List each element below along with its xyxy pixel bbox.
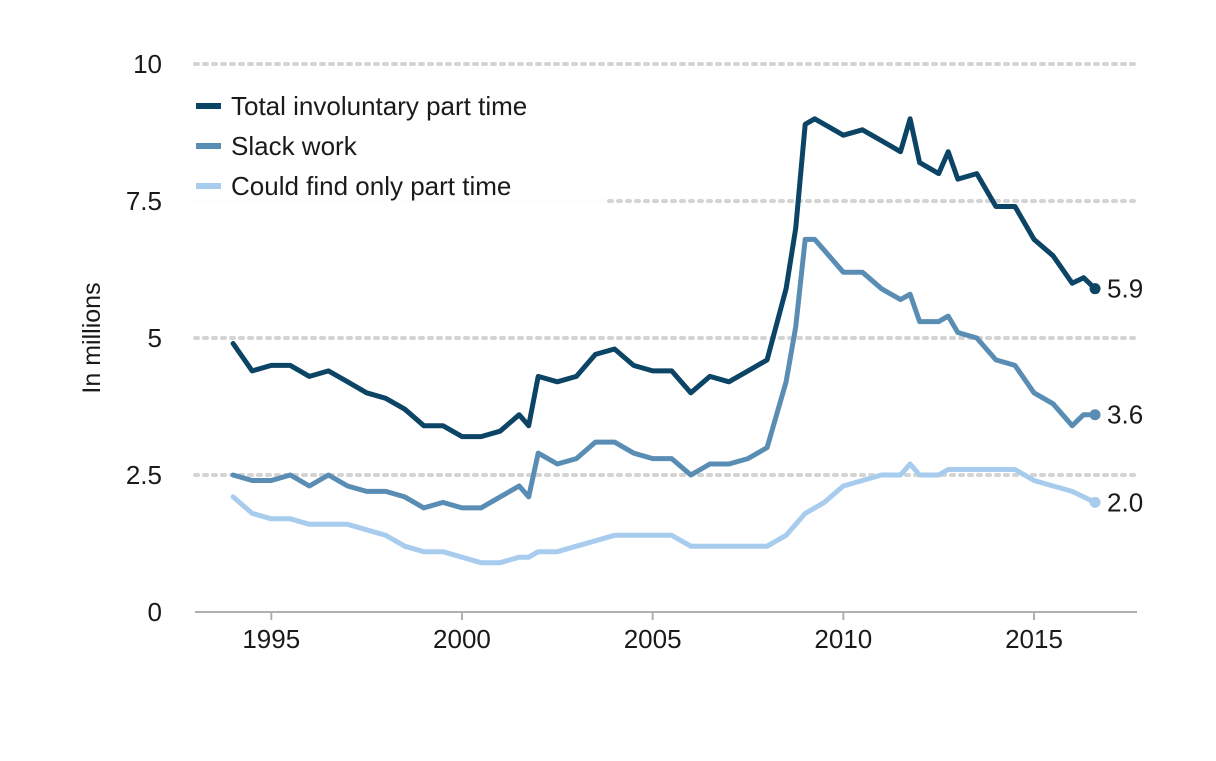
series-line bbox=[230, 116, 1098, 440]
axes: 0 2.5 5 7.5 10 1995 2000 2005 2010 2015 bbox=[126, 49, 1137, 654]
legend-label: Slack work bbox=[231, 131, 358, 161]
y-tick-label: 5 bbox=[148, 323, 162, 353]
y-tick-label: 10 bbox=[133, 49, 162, 79]
y-tick-label: 0 bbox=[148, 597, 162, 627]
y-axis-title: In millions bbox=[78, 282, 106, 393]
legend-background bbox=[182, 80, 607, 212]
legend-label: Could find only part time bbox=[231, 171, 511, 201]
x-tick-label: 2015 bbox=[1005, 624, 1063, 654]
series-end-marker bbox=[1089, 496, 1101, 508]
series-line bbox=[230, 236, 1098, 511]
end-labels: 5.9 3.6 2.0 bbox=[1107, 274, 1143, 518]
legend-label: Total involuntary part time bbox=[231, 91, 527, 121]
series-end-label: 5.9 bbox=[1107, 274, 1143, 304]
series-end-marker bbox=[1089, 409, 1101, 421]
y-tick-label: 7.5 bbox=[126, 186, 162, 216]
legend-panel bbox=[182, 80, 607, 212]
series-end-marker bbox=[1089, 283, 1101, 295]
series-end-label: 2.0 bbox=[1107, 487, 1143, 517]
x-tick-label: 2005 bbox=[624, 624, 682, 654]
series-end-label: 3.6 bbox=[1107, 400, 1143, 430]
series-lines bbox=[230, 116, 1101, 566]
series-line bbox=[230, 461, 1098, 566]
x-tick-label: 2010 bbox=[814, 624, 872, 654]
legend: Total involuntary part time Slack work Cou… bbox=[196, 91, 527, 201]
y-tick-label: 2.5 bbox=[126, 460, 162, 490]
x-tick-label: 2000 bbox=[433, 624, 491, 654]
x-tick-label: 1995 bbox=[242, 624, 300, 654]
